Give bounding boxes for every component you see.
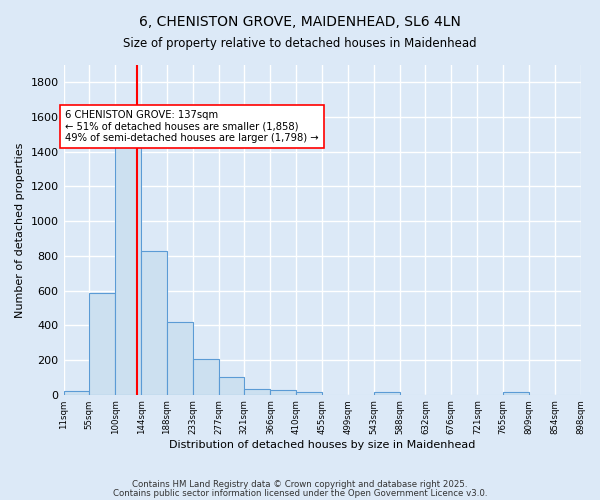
Text: Contains HM Land Registry data © Crown copyright and database right 2025.: Contains HM Land Registry data © Crown c… [132, 480, 468, 489]
Bar [193, 359, 218, 394]
Bar [271, 390, 296, 394]
Bar [218, 378, 244, 394]
Bar [141, 250, 167, 394]
Bar [89, 293, 115, 394]
Bar [296, 392, 322, 394]
Bar [503, 392, 529, 394]
Bar [244, 388, 271, 394]
Bar [167, 322, 193, 394]
Y-axis label: Number of detached properties: Number of detached properties [15, 142, 25, 318]
Text: 6 CHENISTON GROVE: 137sqm
← 51% of detached houses are smaller (1,858)
49% of se: 6 CHENISTON GROVE: 137sqm ← 51% of detac… [65, 110, 319, 144]
Text: 6, CHENISTON GROVE, MAIDENHEAD, SL6 4LN: 6, CHENISTON GROVE, MAIDENHEAD, SL6 4LN [139, 15, 461, 29]
Text: Contains public sector information licensed under the Open Government Licence v3: Contains public sector information licen… [113, 489, 487, 498]
Text: Size of property relative to detached houses in Maidenhead: Size of property relative to detached ho… [123, 38, 477, 51]
Bar [64, 391, 89, 394]
Bar [374, 392, 400, 394]
X-axis label: Distribution of detached houses by size in Maidenhead: Distribution of detached houses by size … [169, 440, 475, 450]
Bar [115, 138, 141, 394]
